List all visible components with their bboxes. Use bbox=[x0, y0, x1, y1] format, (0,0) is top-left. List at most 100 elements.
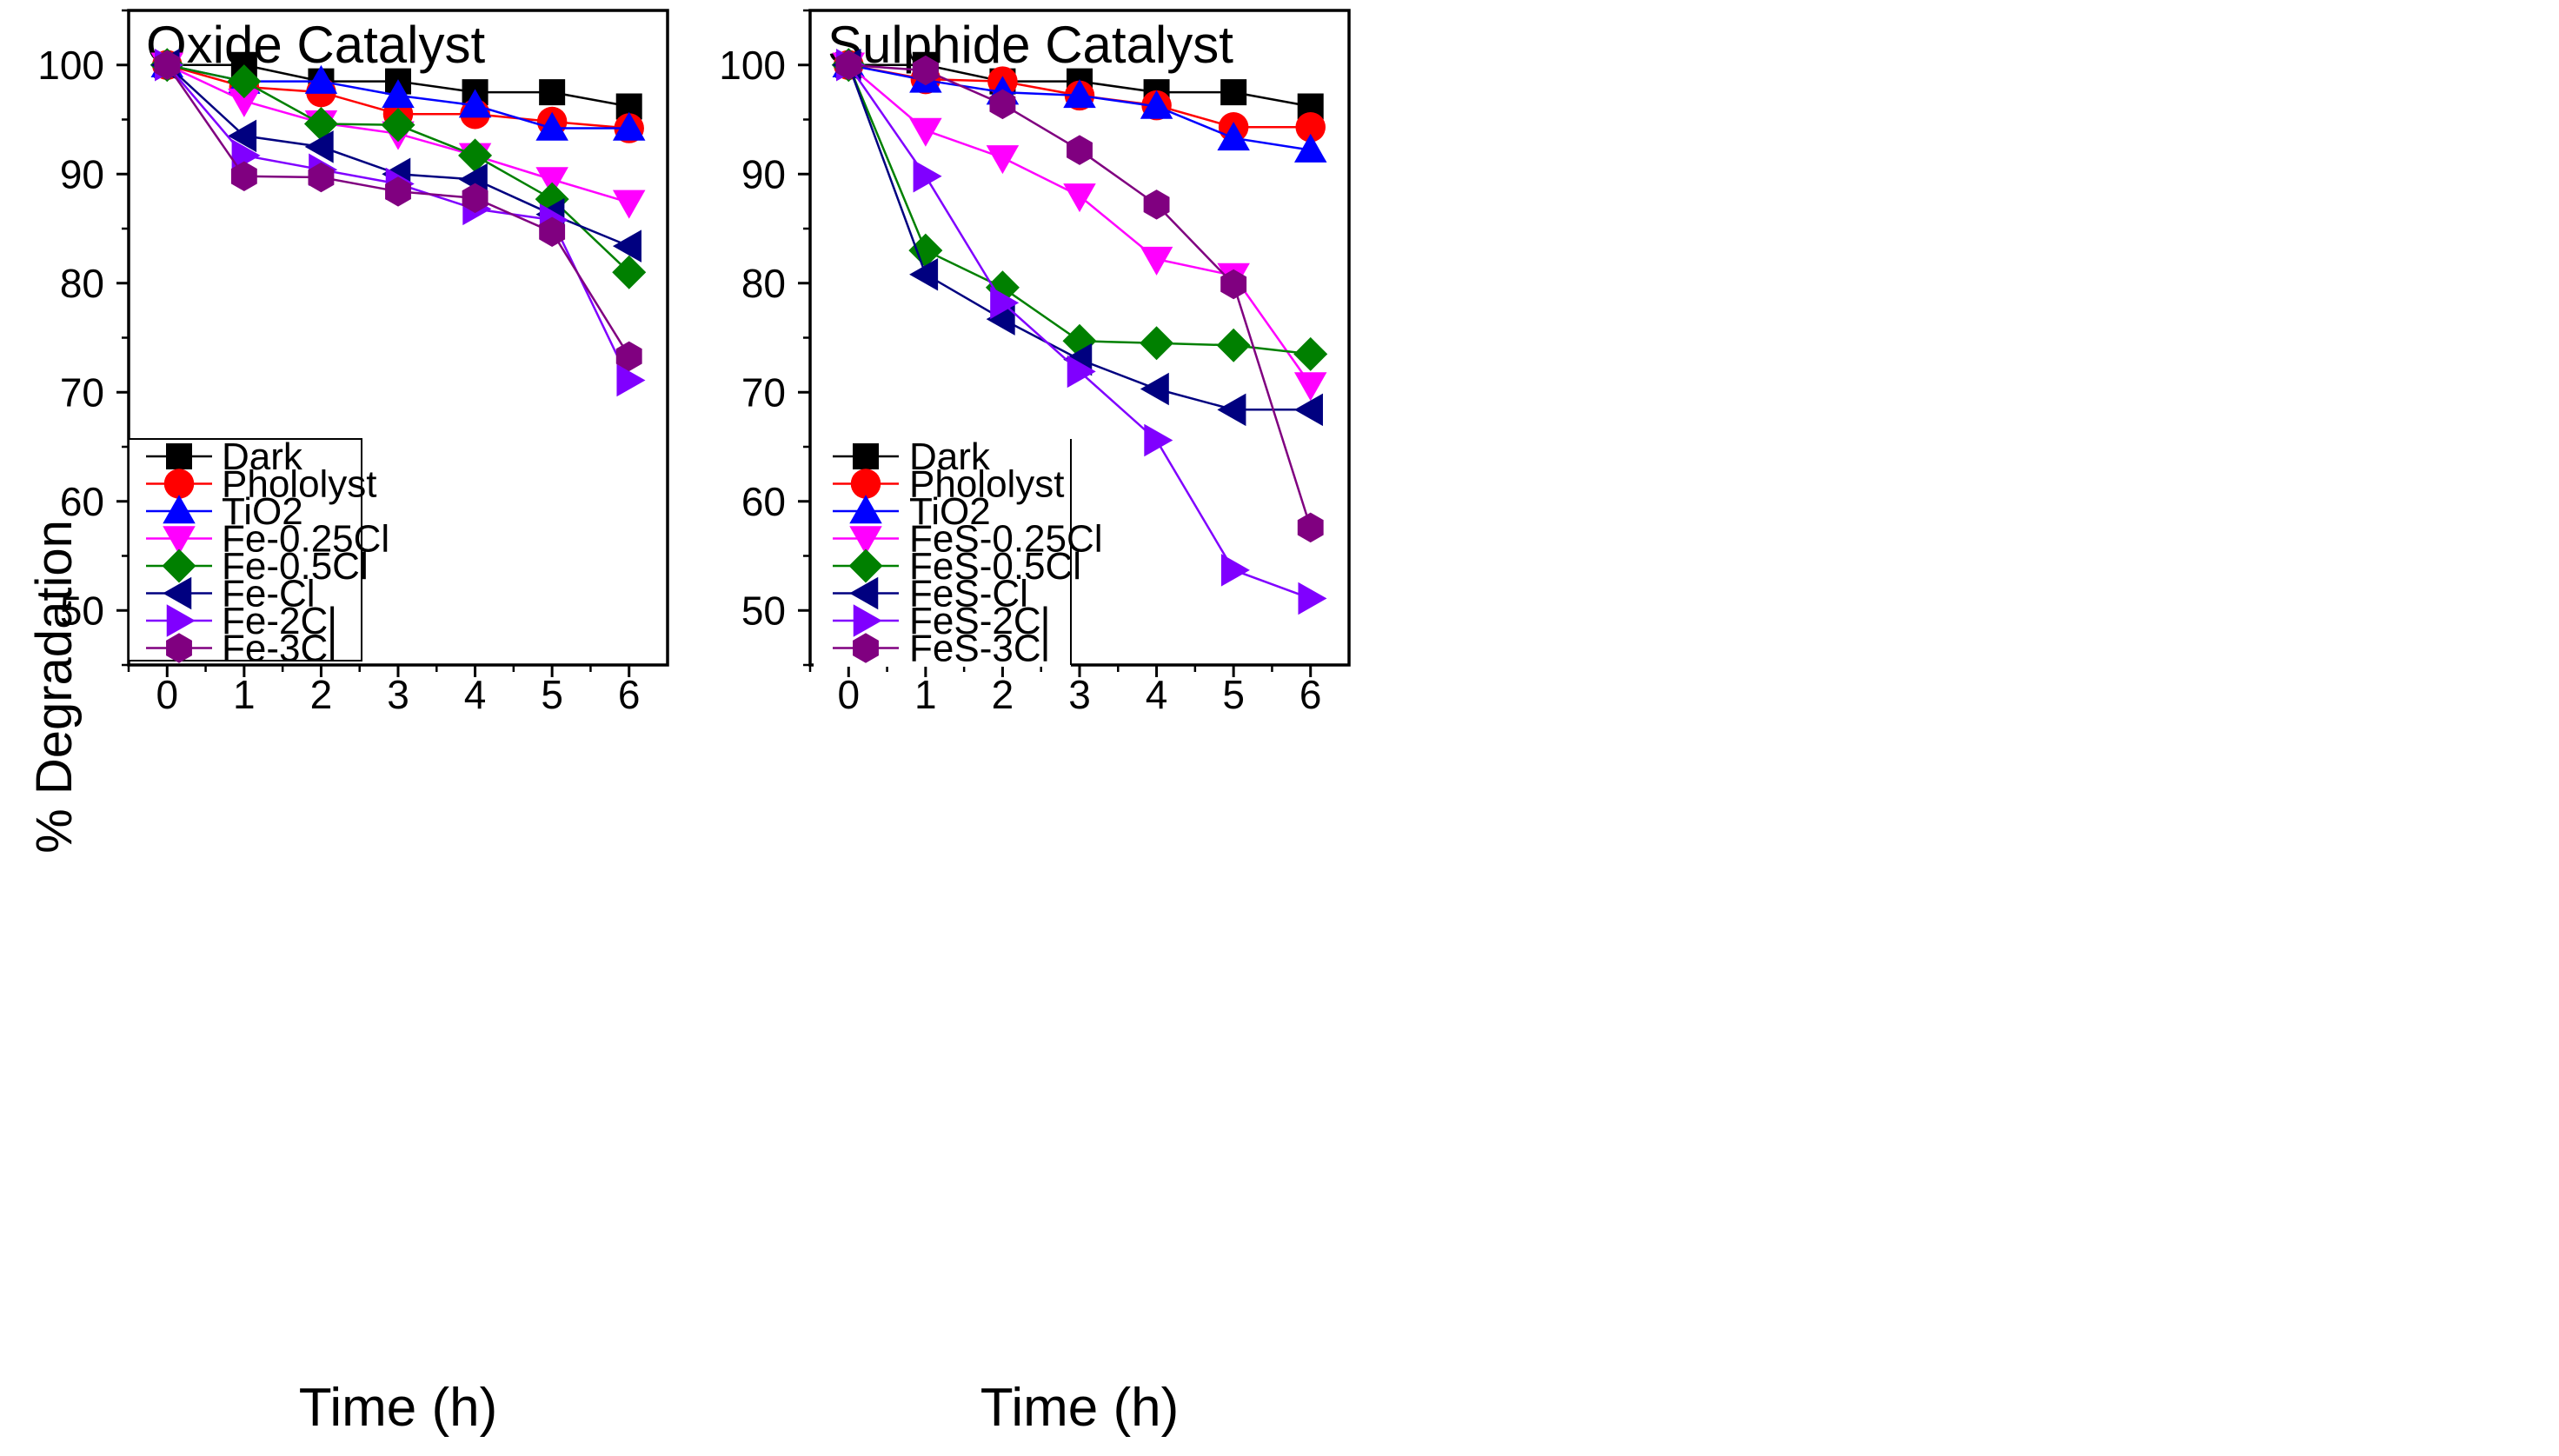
data-point bbox=[1067, 355, 1096, 389]
data-point bbox=[1216, 328, 1251, 362]
x-axis-label: Time (h) bbox=[980, 1378, 1179, 1438]
legend-entry-dark: Dark bbox=[833, 435, 991, 478]
data-point bbox=[458, 89, 492, 118]
data-point bbox=[1297, 512, 1324, 543]
y-tick-label: 60 bbox=[60, 479, 104, 524]
x-tick-label: 6 bbox=[1299, 672, 1322, 717]
y-tick-label: 70 bbox=[741, 369, 786, 415]
data-point bbox=[1293, 133, 1327, 163]
legend-entry-fe-0-5cl: Fe-0.5Cl bbox=[146, 545, 369, 588]
data-point bbox=[1140, 246, 1173, 276]
data-point bbox=[1298, 582, 1327, 615]
data-point bbox=[1293, 393, 1323, 427]
legend-label: Dark bbox=[222, 435, 303, 478]
data-point bbox=[228, 88, 261, 117]
legend-entry-fes-cl: FeS-Cl bbox=[833, 573, 1028, 615]
x-tick-label: 1 bbox=[233, 672, 256, 717]
legend-marker bbox=[853, 443, 879, 469]
data-point bbox=[1295, 112, 1326, 143]
legend-entry-phololyst: Phololyst bbox=[833, 463, 1065, 506]
y-tick-label: 90 bbox=[741, 151, 786, 196]
data-point bbox=[303, 107, 338, 142]
legend-entry-fes-0-25cl: FeS-0.25Cl bbox=[833, 518, 1103, 561]
y-tick-label: 90 bbox=[60, 151, 104, 196]
data-point bbox=[1140, 372, 1169, 406]
y-tick-label: 60 bbox=[741, 479, 786, 524]
data-point bbox=[616, 363, 646, 397]
data-point bbox=[231, 139, 261, 172]
legend: DarkPhololystTiO2FeS-0.25ClFeS-0.5ClFeS-… bbox=[814, 435, 1103, 670]
data-point bbox=[615, 93, 642, 120]
data-point bbox=[154, 50, 181, 80]
legend-entry-fe-0-25cl: Fe-0.25Cl bbox=[146, 518, 389, 561]
legend-entry-fes-2cl: FeS-2Cl bbox=[833, 600, 1049, 642]
x-tick-label: 3 bbox=[387, 672, 409, 717]
x-tick-label: 2 bbox=[992, 672, 1014, 717]
legend-marker bbox=[850, 469, 881, 499]
data-point bbox=[1297, 93, 1324, 120]
legend-marker bbox=[163, 526, 196, 555]
legend-entry-phololyst: Phololyst bbox=[146, 463, 377, 506]
y-tick-label: 80 bbox=[60, 261, 104, 306]
data-point bbox=[909, 117, 942, 147]
y-tick-label: 50 bbox=[60, 588, 104, 633]
series-fes-3cl bbox=[835, 50, 1324, 543]
data-point bbox=[539, 216, 566, 248]
data-point bbox=[1293, 372, 1327, 402]
legend-label: Dark bbox=[909, 435, 991, 478]
legend-marker bbox=[848, 548, 883, 583]
legend-marker bbox=[853, 633, 879, 663]
x-tick-label: 0 bbox=[156, 672, 178, 717]
legend-label: FeS-3Cl bbox=[909, 628, 1049, 670]
data-point bbox=[1220, 269, 1247, 300]
legend-label: FeS-0.25Cl bbox=[909, 518, 1103, 561]
data-point bbox=[912, 55, 939, 86]
y-axis-label: % Degradation bbox=[26, 520, 83, 854]
x-tick-label: 2 bbox=[310, 672, 333, 717]
x-tick-label: 4 bbox=[464, 672, 487, 717]
legend-entry-fes-3cl: FeS-3Cl bbox=[833, 628, 1049, 670]
data-point bbox=[909, 257, 939, 291]
legend-entry-tio2: TiO2 bbox=[833, 490, 991, 533]
data-point bbox=[1143, 189, 1170, 220]
legend-border bbox=[128, 438, 362, 662]
data-point bbox=[612, 255, 647, 289]
y-tick-label: 70 bbox=[60, 369, 104, 415]
data-point bbox=[612, 111, 646, 141]
data-point bbox=[458, 138, 493, 173]
data-point bbox=[382, 79, 415, 109]
data-point bbox=[308, 162, 335, 193]
x-tick-label: 0 bbox=[837, 672, 860, 717]
data-point bbox=[1217, 122, 1250, 151]
legend-marker bbox=[162, 548, 196, 583]
data-point bbox=[615, 341, 642, 372]
x-tick-label: 5 bbox=[1222, 672, 1245, 717]
data-point bbox=[227, 64, 262, 99]
legend-label: Phololyst bbox=[909, 463, 1065, 506]
y-tick-label: 80 bbox=[741, 261, 786, 306]
x-tick-label: 3 bbox=[1068, 672, 1091, 717]
series-fe-3cl bbox=[154, 50, 642, 372]
legend-label: Fe-0.25Cl bbox=[222, 518, 389, 561]
y-tick-label: 100 bbox=[37, 43, 104, 88]
data-point bbox=[1144, 423, 1173, 457]
x-axis-label: Time (h) bbox=[299, 1378, 497, 1438]
data-point bbox=[908, 233, 943, 268]
data-point bbox=[986, 145, 1020, 175]
legend-entry-fe-3cl: Fe-3Cl bbox=[146, 628, 336, 670]
x-tick-label: 4 bbox=[1146, 672, 1168, 717]
legend-marker bbox=[853, 604, 882, 637]
x-tick-label: 1 bbox=[914, 672, 937, 717]
legend-marker bbox=[166, 443, 192, 469]
series-fes-cl bbox=[832, 49, 1323, 427]
data-point bbox=[539, 79, 566, 106]
legend-label: Phololyst bbox=[222, 463, 377, 506]
data-point bbox=[228, 119, 257, 153]
legend-label: Fe-0.5Cl bbox=[222, 545, 369, 588]
data-point bbox=[381, 108, 415, 143]
legend-entry-fe-cl: Fe-Cl bbox=[146, 573, 316, 615]
data-point bbox=[385, 176, 411, 207]
data-point bbox=[304, 64, 338, 94]
